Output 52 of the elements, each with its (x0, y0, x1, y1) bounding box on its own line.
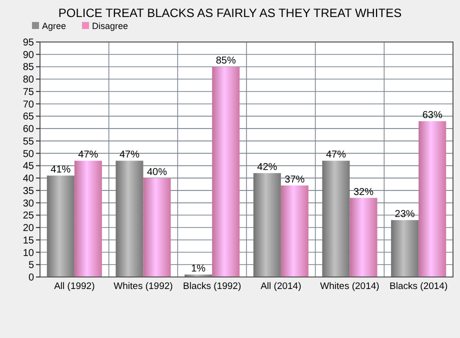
bar (74, 160, 102, 277)
x-tick-label: Blacks (1992) (183, 281, 242, 292)
data-label: 47% (119, 150, 140, 161)
x-tick-label: All (2014) (260, 281, 302, 292)
chart-title: POLICE TREAT BLACKS AS FAIRLY AS THEY TREAT WHITES (58, 6, 402, 20)
data-label: 47% (78, 150, 98, 161)
bar (322, 160, 350, 277)
x-tick-label: All (1992) (54, 281, 95, 292)
data-label: 37% (284, 174, 305, 186)
data-label: 1% (191, 264, 206, 275)
y-tick-label: 15 (22, 235, 34, 246)
data-label: 40% (147, 167, 168, 178)
data-label: 23% (394, 209, 415, 220)
bar (116, 160, 144, 277)
y-tick-label: 65 (22, 112, 34, 123)
y-tick-label: 55 (22, 136, 34, 148)
bar (350, 198, 378, 277)
y-tick-label: 5 (28, 260, 34, 272)
y-tick-label: 85 (22, 62, 34, 74)
y-tick-label: 25 (22, 210, 34, 222)
data-label: 41% (50, 164, 71, 176)
data-label: 47% (326, 150, 346, 161)
x-tick-label: Blacks (2014) (390, 281, 448, 292)
data-label: 42% (257, 162, 278, 174)
y-tick-label: 10 (22, 248, 34, 259)
y-tick-label: 75 (22, 86, 34, 98)
y-tick-label: 95 (22, 38, 34, 48)
legend-label: Disagree (92, 21, 128, 31)
bar (280, 185, 308, 277)
y-tick-label: 20 (22, 223, 34, 234)
bar (391, 220, 419, 277)
legend-label: Agree (42, 21, 66, 31)
y-tick-label: 80 (22, 74, 34, 86)
data-label: 63% (422, 110, 442, 122)
y-tick-label: 40 (22, 174, 34, 185)
y-tick-label: 90 (22, 50, 34, 61)
y-tick-label: 70 (22, 99, 34, 110)
data-label: 32% (354, 186, 374, 198)
bar (418, 121, 446, 277)
bar (212, 66, 240, 277)
y-tick-label: 60 (22, 124, 34, 136)
y-tick-label: 30 (22, 198, 34, 210)
y-tick-label: 50 (22, 148, 34, 160)
y-tick-label: 35 (22, 186, 34, 197)
y-tick-label: 45 (22, 161, 34, 172)
bar (46, 176, 74, 277)
x-tick-label: Whites (2014) (320, 281, 380, 292)
data-label: 85% (216, 56, 236, 67)
bar (143, 178, 171, 277)
y-tick-label: 0 (28, 272, 34, 284)
x-tick-label: Whites (1992) (114, 281, 173, 292)
bar (253, 173, 281, 277)
